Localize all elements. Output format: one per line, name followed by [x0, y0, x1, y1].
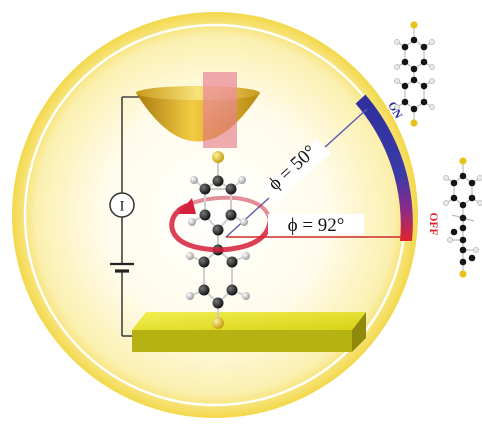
rotation-arrow	[169, 198, 273, 253]
battery-symbol	[110, 262, 134, 273]
twisted-conformer-off	[443, 157, 482, 278]
bottom-gold-electrode	[132, 312, 366, 352]
angle-label-off: ϕ = 92°	[268, 214, 364, 236]
light-beam	[203, 72, 237, 148]
off-label: OFF	[427, 213, 439, 236]
angle-off-text: ϕ = 92°	[288, 215, 345, 236]
current-label: I	[120, 199, 125, 215]
ammeter-symbol: I	[109, 192, 135, 218]
planar-conformer-on	[394, 21, 435, 127]
on-off-arc	[355, 94, 413, 241]
